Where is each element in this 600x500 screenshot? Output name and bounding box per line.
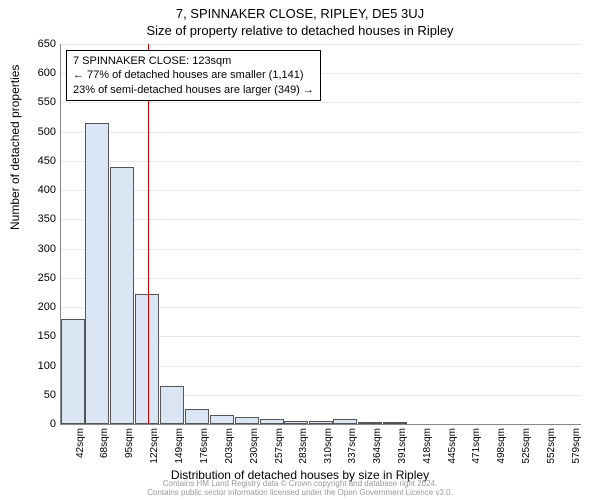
histogram-bar bbox=[210, 415, 234, 424]
info-line-3: 23% of semi-detached houses are larger (… bbox=[73, 83, 314, 97]
page-title: 7, SPINNAKER CLOSE, RIPLEY, DE5 3UJ bbox=[0, 0, 600, 21]
x-tick-label: 230sqm bbox=[249, 428, 260, 464]
y-axis-label: Number of detached properties bbox=[8, 65, 22, 230]
histogram-bar bbox=[358, 422, 382, 424]
x-tick-label: 391sqm bbox=[397, 428, 408, 464]
x-tick-label: 552sqm bbox=[546, 428, 557, 464]
grid-line bbox=[61, 278, 581, 279]
y-tick-label: 200 bbox=[16, 301, 56, 313]
y-tick-label: 400 bbox=[16, 184, 56, 196]
x-tick-label: 176sqm bbox=[199, 428, 210, 464]
x-tick-label: 310sqm bbox=[323, 428, 334, 464]
histogram-bar bbox=[185, 409, 209, 424]
x-tick-label: 471sqm bbox=[471, 428, 482, 464]
grid-line bbox=[61, 44, 581, 45]
info-box: 7 SPINNAKER CLOSE: 123sqm ← 77% of detac… bbox=[66, 50, 321, 101]
y-tick-label: 0 bbox=[16, 418, 56, 430]
grid-line bbox=[61, 161, 581, 162]
footer: Contains HM Land Registry data © Crown c… bbox=[0, 480, 600, 498]
grid-line bbox=[61, 102, 581, 103]
x-tick-label: 257sqm bbox=[274, 428, 285, 464]
y-tick-label: 250 bbox=[16, 272, 56, 284]
x-tick-label: 122sqm bbox=[149, 428, 160, 464]
histogram-bar bbox=[260, 419, 284, 424]
y-tick-label: 150 bbox=[16, 330, 56, 342]
plot-region bbox=[60, 44, 581, 425]
histogram-bar bbox=[383, 422, 407, 424]
x-tick-label: 68sqm bbox=[99, 428, 110, 458]
y-tick-label: 550 bbox=[16, 96, 56, 108]
chart-container: 7, SPINNAKER CLOSE, RIPLEY, DE5 3UJ Size… bbox=[0, 0, 600, 500]
y-tick-label: 300 bbox=[16, 243, 56, 255]
histogram-bar bbox=[235, 417, 259, 424]
y-tick-label: 450 bbox=[16, 155, 56, 167]
grid-line bbox=[61, 132, 581, 133]
grid-line bbox=[61, 219, 581, 220]
y-tick-label: 500 bbox=[16, 126, 56, 138]
histogram-bar bbox=[333, 419, 357, 424]
histogram-bar bbox=[110, 167, 134, 424]
histogram-bar bbox=[61, 319, 85, 424]
grid-line bbox=[61, 190, 581, 191]
grid-line bbox=[61, 249, 581, 250]
x-tick-label: 337sqm bbox=[347, 428, 358, 464]
histogram-bar bbox=[309, 421, 333, 424]
footer-line-2: Contains public sector information licen… bbox=[0, 489, 600, 498]
x-tick-label: 95sqm bbox=[124, 428, 135, 458]
histogram-bar bbox=[85, 123, 109, 424]
histogram-bar bbox=[160, 386, 184, 424]
chart-area: 7 SPINNAKER CLOSE: 123sqm ← 77% of detac… bbox=[60, 44, 580, 424]
histogram-bar bbox=[284, 421, 308, 425]
x-tick-label: 418sqm bbox=[422, 428, 433, 464]
chart-subtitle: Size of property relative to detached ho… bbox=[0, 21, 600, 38]
y-tick-label: 100 bbox=[16, 360, 56, 372]
x-tick-label: 525sqm bbox=[521, 428, 532, 464]
y-tick-label: 650 bbox=[16, 38, 56, 50]
y-tick-label: 50 bbox=[16, 389, 56, 401]
x-tick-label: 203sqm bbox=[224, 428, 235, 464]
x-tick-label: 498sqm bbox=[496, 428, 507, 464]
y-tick-label: 350 bbox=[16, 213, 56, 225]
info-line-2: ← 77% of detached houses are smaller (1,… bbox=[73, 68, 314, 82]
x-tick-label: 149sqm bbox=[174, 428, 185, 464]
x-tick-label: 364sqm bbox=[372, 428, 383, 464]
x-tick-label: 42sqm bbox=[75, 428, 86, 458]
y-tick-label: 600 bbox=[16, 67, 56, 79]
marker-line bbox=[148, 44, 149, 424]
x-tick-label: 283sqm bbox=[298, 428, 309, 464]
x-tick-label: 579sqm bbox=[571, 428, 582, 464]
x-tick-label: 445sqm bbox=[447, 428, 458, 464]
info-line-1: 7 SPINNAKER CLOSE: 123sqm bbox=[73, 54, 314, 68]
